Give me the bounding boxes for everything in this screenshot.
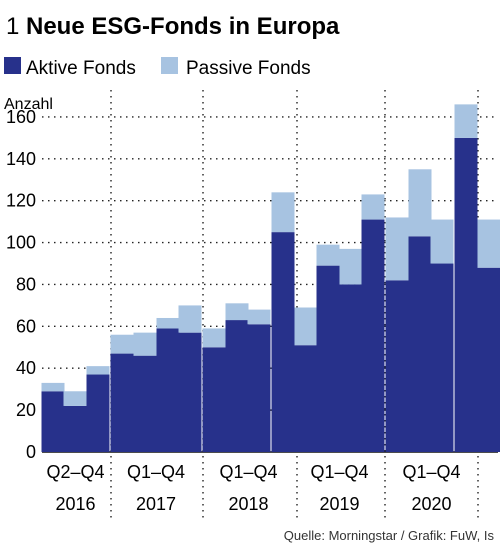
legend: Aktive Fonds Passive Fonds <box>4 57 311 79</box>
bar-active <box>110 353 134 452</box>
bars <box>41 104 500 452</box>
y-tick-label: 120 <box>6 191 36 211</box>
bar-passive <box>316 244 340 266</box>
bar-active <box>63 405 87 452</box>
x-tick-labels: Q2–Q4 2016 Q1–Q4 2017 Q1–Q4 2018 Q1–Q4 2019 Q1–Q… <box>46 462 460 514</box>
bar-passive <box>156 317 180 329</box>
bar-passive <box>294 307 318 346</box>
bar-active <box>316 265 340 452</box>
bar-active <box>41 391 65 452</box>
y-tick-label: 20 <box>16 400 36 420</box>
bar-passive <box>385 217 409 281</box>
bar-passive <box>41 382 65 392</box>
bar-active <box>86 374 110 452</box>
chart-title: Neue ESG-Fonds in Europa <box>26 13 340 40</box>
bar-passive <box>361 194 385 220</box>
x-period-label: Q1–Q4 <box>219 462 277 482</box>
bar-passive <box>339 248 363 285</box>
bar-active <box>178 332 202 452</box>
bar-passive <box>178 305 202 333</box>
bar-passive <box>110 334 134 354</box>
legend-label-active: Aktive Fonds <box>26 58 136 79</box>
x-year-label: 2016 <box>55 494 95 514</box>
bar-passive <box>86 366 110 375</box>
bar-passive <box>63 391 87 406</box>
bar-passive <box>454 104 478 138</box>
bar-active <box>408 236 432 452</box>
y-tick-label: 140 <box>6 149 36 169</box>
y-tick-label: 0 <box>26 442 36 462</box>
bar-passive <box>408 169 432 237</box>
y-tick-labels: 0 20 40 60 80 100 120 140 160 <box>6 107 36 462</box>
x-period-label: Q1–Q4 <box>402 462 460 482</box>
y-tick-label: 80 <box>16 274 36 294</box>
bar-active <box>271 232 295 452</box>
y-axis-label: Anzahl <box>4 96 53 113</box>
bar-passive <box>202 328 226 348</box>
legend-swatch-active <box>4 57 21 74</box>
bar-active <box>361 219 385 452</box>
x-year-label: 2017 <box>136 494 176 514</box>
legend-label-passive: Passive Fonds <box>186 58 311 79</box>
x-period-label: Q1–Q4 <box>310 462 368 482</box>
bar-passive <box>247 309 271 325</box>
bar-active <box>156 328 180 452</box>
bar-active <box>225 320 249 452</box>
x-period-label: Q2–Q4 <box>46 462 104 482</box>
x-year-label: 2018 <box>228 494 268 514</box>
bar-passive <box>225 303 249 321</box>
bar-active <box>454 137 478 452</box>
bar-active <box>477 267 500 452</box>
y-tick-label: 60 <box>16 316 36 336</box>
bar-passive <box>271 192 295 233</box>
bar-passive <box>133 332 157 356</box>
bar-active <box>294 345 318 452</box>
x-year-label: 2020 <box>411 494 451 514</box>
bar-active <box>339 284 363 452</box>
bar-active <box>133 355 157 452</box>
bar-active <box>202 347 226 452</box>
bar-active <box>385 280 409 452</box>
chart-header: 1 Neue ESG-Fonds in Europa <box>6 13 340 40</box>
y-tick-label: 160 <box>6 107 36 127</box>
source-note: Quelle: Morningstar / Grafik: FuW, Is <box>284 528 495 543</box>
bar-passive <box>430 219 454 264</box>
x-period-label: Q1–Q4 <box>127 462 185 482</box>
y-tick-label: 100 <box>6 233 36 253</box>
bar-passive <box>477 219 500 268</box>
y-tick-label: 40 <box>16 358 36 378</box>
chart-number: 1 <box>6 13 19 40</box>
bar-active <box>247 324 271 452</box>
legend-swatch-passive <box>161 57 178 74</box>
bar-active <box>430 263 454 452</box>
x-year-label: 2019 <box>319 494 359 514</box>
